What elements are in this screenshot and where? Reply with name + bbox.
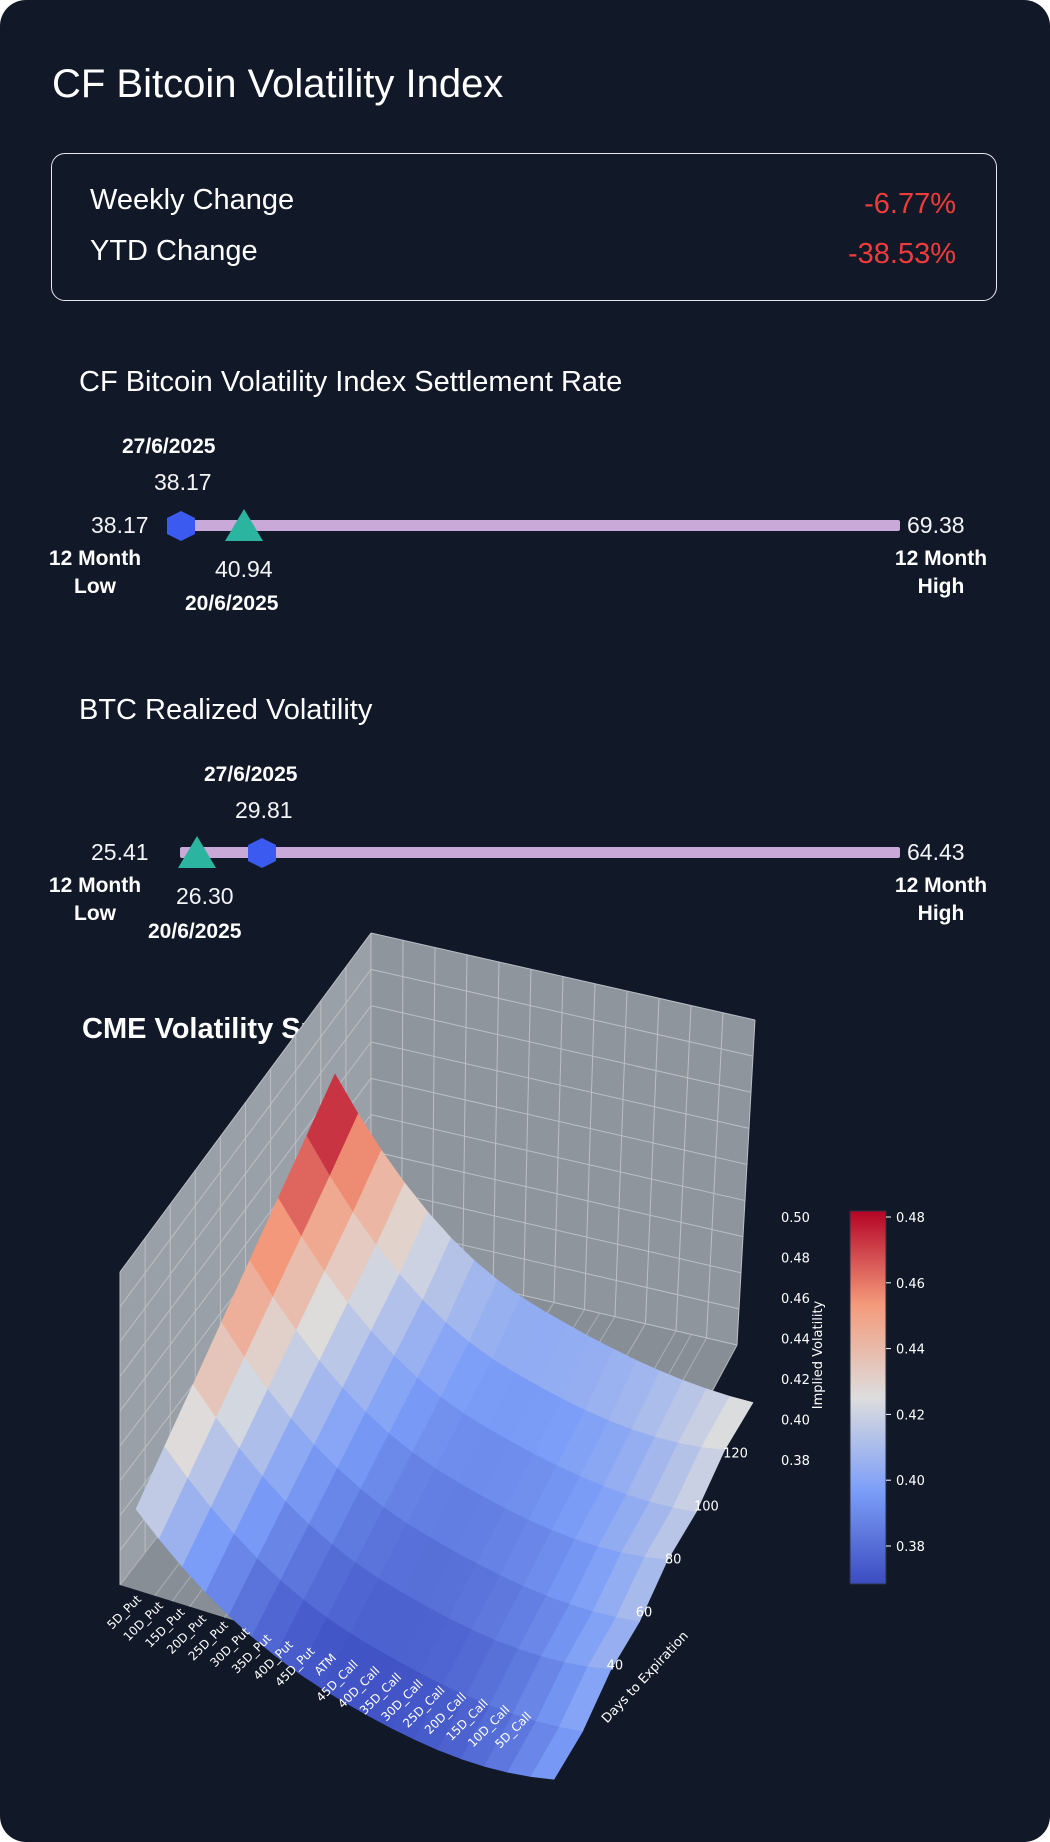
back-wall-gridline-v <box>492 961 500 1289</box>
realized-current-date: 27/6/2025 <box>204 763 298 786</box>
realized-vol-title: BTC Realized Volatility <box>79 694 373 726</box>
realized-low-label-line1: 12 Month <box>48 874 142 897</box>
surface-facet <box>530 1726 583 1780</box>
days-tick-label: 60 <box>636 1606 653 1621</box>
colorbar-tick-label: 0.40 <box>896 1474 925 1489</box>
settlement-previous-marker <box>225 509 263 541</box>
change-summary-box: Weekly Change -6.77% YTD Change -38.53% <box>51 153 997 301</box>
settlement-high-value: 69.38 <box>907 512 965 538</box>
settlement-low-label-line1: 12 Month <box>48 547 142 570</box>
realized-high-label: 12 Month High <box>890 872 992 928</box>
realized-previous-marker <box>178 836 216 868</box>
realized-current-value: 29.81 <box>235 797 293 823</box>
settlement-previous-value: 40.94 <box>215 556 273 582</box>
settlement-high-label-line1: 12 Month <box>894 547 988 570</box>
weekly-change-label: Weekly Change <box>90 184 295 216</box>
days-tick-label: 40 <box>607 1659 624 1674</box>
days-tick-label: 120 <box>723 1447 748 1462</box>
realized-high-value: 64.43 <box>907 839 965 865</box>
iv-axis-label: Implied Volatility <box>811 1300 826 1409</box>
back-wall-gridline-h <box>370 1077 748 1165</box>
colorbar-tick-label: 0.44 <box>896 1343 925 1358</box>
weekly-change-value: -6.77% <box>864 188 956 220</box>
days-tick-label: 100 <box>694 1500 719 1515</box>
realized-low-label: 12 Month Low <box>44 872 146 928</box>
settlement-rate-title: CF Bitcoin Volatility Index Settlement R… <box>79 366 623 398</box>
settlement-range-track <box>167 509 900 541</box>
settlement-low-value: 38.17 <box>91 512 149 538</box>
realized-low-label-line2: Low <box>74 902 116 925</box>
settlement-low-label-line2: Low <box>74 575 116 598</box>
colorbar-tick-label: 0.46 <box>896 1277 925 1292</box>
iv-tick-label: 0.38 <box>781 1454 810 1469</box>
back-wall-gridline-v <box>645 998 660 1324</box>
realized-high-label-line1: 12 Month <box>894 874 988 897</box>
realized-previous-value: 26.30 <box>176 883 234 909</box>
days-tick-label: 80 <box>665 1553 682 1568</box>
back-wall-gridline-h <box>370 1114 746 1202</box>
settlement-range-bar <box>180 520 900 531</box>
back-wall-gridline-h <box>370 1150 744 1238</box>
iv-tick-label: 0.50 <box>781 1211 810 1226</box>
back-wall-gridline-h <box>370 932 756 1021</box>
ytd-change-label: YTD Change <box>90 235 258 267</box>
settlement-previous-date: 20/6/2025 <box>185 592 279 615</box>
realized-previous-date: 20/6/2025 <box>148 920 242 943</box>
back-wall-gridline-h <box>370 968 754 1057</box>
iv-tick-label: 0.48 <box>781 1252 810 1267</box>
settlement-current-date: 27/6/2025 <box>122 435 216 458</box>
back-wall-gridline-v <box>553 976 564 1303</box>
back-wall-gridline-v <box>706 1012 724 1338</box>
iv-tick-label: 0.44 <box>781 1333 810 1348</box>
iv-tick-label: 0.42 <box>781 1373 810 1388</box>
settlement-high-label: 12 Month High <box>890 545 992 601</box>
back-wall-gridline-v <box>523 969 532 1296</box>
surface-back-wall <box>371 933 755 1345</box>
back-wall-gridline-v <box>675 1005 692 1331</box>
realized-current-marker <box>248 838 276 868</box>
realized-range-bar <box>180 847 900 858</box>
back-wall-gridline-h <box>370 1186 742 1274</box>
back-wall-gridline-h <box>370 1005 752 1093</box>
settlement-low-label: 12 Month Low <box>44 545 146 601</box>
realized-high-label-line2: High <box>917 902 965 925</box>
back-wall-gridline-v <box>462 954 468 1282</box>
back-wall-gridline-v <box>614 990 628 1317</box>
iv-tick-label: 0.40 <box>781 1414 810 1429</box>
iv-tick-label: 0.46 <box>781 1292 810 1307</box>
colorbar-tick-label: 0.38 <box>896 1540 925 1555</box>
colorbar-tick-label: 0.42 <box>896 1408 925 1423</box>
page-title: CF Bitcoin Volatility Index <box>52 62 504 106</box>
back-wall-gridline-h <box>370 1041 750 1129</box>
back-wall-gridline-v <box>736 1019 756 1346</box>
settlement-current-marker <box>167 511 195 541</box>
colorbar <box>849 1210 887 1585</box>
realized-low-value: 25.41 <box>91 839 149 865</box>
realized-range-track <box>178 836 900 868</box>
settlement-current-value: 38.17 <box>154 469 212 495</box>
back-wall-gridline-v <box>584 983 596 1310</box>
ytd-change-value: -38.53% <box>847 238 956 270</box>
colorbar-tick-label: 0.48 <box>896 1211 925 1226</box>
settlement-high-label-line2: High <box>917 575 965 598</box>
